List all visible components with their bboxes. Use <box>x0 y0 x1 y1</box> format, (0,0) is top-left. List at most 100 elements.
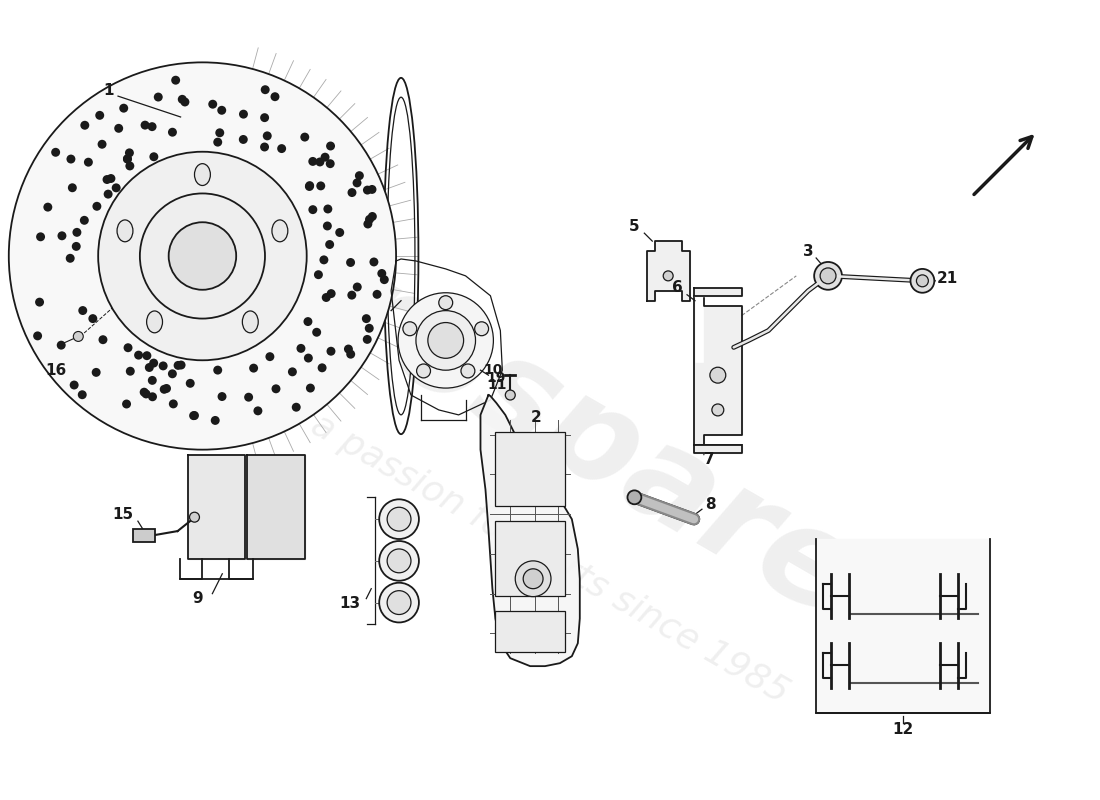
Circle shape <box>627 490 641 504</box>
Circle shape <box>304 317 312 326</box>
Circle shape <box>66 154 76 163</box>
Circle shape <box>125 162 134 170</box>
Circle shape <box>346 258 355 267</box>
Circle shape <box>140 388 148 397</box>
Circle shape <box>428 322 463 358</box>
Text: 2: 2 <box>530 410 541 426</box>
Circle shape <box>123 154 132 163</box>
Circle shape <box>379 499 419 539</box>
Circle shape <box>80 121 89 130</box>
Circle shape <box>239 135 248 144</box>
Circle shape <box>43 202 53 211</box>
Circle shape <box>98 152 307 360</box>
Circle shape <box>326 142 336 150</box>
Circle shape <box>147 122 156 131</box>
Circle shape <box>96 111 104 120</box>
Circle shape <box>74 331 84 342</box>
Text: 15: 15 <box>112 506 133 522</box>
Circle shape <box>355 171 364 180</box>
Circle shape <box>80 216 89 225</box>
Circle shape <box>145 363 154 372</box>
Circle shape <box>314 270 323 279</box>
Text: 6: 6 <box>672 280 682 295</box>
Circle shape <box>363 219 372 229</box>
Circle shape <box>277 144 286 153</box>
Text: 7: 7 <box>704 452 714 467</box>
Circle shape <box>218 392 227 401</box>
Circle shape <box>306 383 315 393</box>
Circle shape <box>140 194 265 318</box>
Circle shape <box>305 181 315 190</box>
Circle shape <box>213 366 222 374</box>
Circle shape <box>123 343 132 352</box>
Circle shape <box>403 322 417 336</box>
Circle shape <box>373 290 382 299</box>
Circle shape <box>57 231 66 240</box>
Circle shape <box>180 98 189 106</box>
Circle shape <box>308 205 317 214</box>
Circle shape <box>168 370 177 378</box>
Circle shape <box>78 390 87 399</box>
Circle shape <box>112 183 121 192</box>
Circle shape <box>272 384 280 394</box>
Circle shape <box>69 381 78 390</box>
Circle shape <box>710 367 726 383</box>
Circle shape <box>387 590 411 614</box>
Circle shape <box>505 390 515 400</box>
Polygon shape <box>481 395 580 666</box>
Circle shape <box>348 188 356 197</box>
Circle shape <box>271 92 279 101</box>
Circle shape <box>57 341 66 350</box>
Circle shape <box>365 324 374 333</box>
Text: 10: 10 <box>484 363 503 378</box>
Circle shape <box>318 363 327 372</box>
Circle shape <box>123 154 132 163</box>
Circle shape <box>370 258 378 266</box>
Circle shape <box>208 100 217 109</box>
Circle shape <box>147 376 157 385</box>
Circle shape <box>134 350 143 360</box>
Circle shape <box>99 335 108 344</box>
Circle shape <box>916 275 928 286</box>
Circle shape <box>379 275 388 284</box>
Circle shape <box>814 262 842 290</box>
Circle shape <box>102 175 111 184</box>
Circle shape <box>162 384 170 393</box>
Circle shape <box>168 399 178 408</box>
Circle shape <box>377 269 386 278</box>
Circle shape <box>515 561 551 597</box>
Circle shape <box>365 215 374 224</box>
Circle shape <box>317 182 326 190</box>
Circle shape <box>33 331 42 340</box>
Circle shape <box>379 541 419 581</box>
Circle shape <box>52 148 60 157</box>
Text: 5: 5 <box>629 218 640 234</box>
Circle shape <box>174 361 183 370</box>
Circle shape <box>344 345 353 354</box>
Circle shape <box>353 282 362 291</box>
Ellipse shape <box>146 311 163 333</box>
Circle shape <box>367 185 376 194</box>
Circle shape <box>88 314 97 323</box>
Ellipse shape <box>195 164 210 186</box>
Circle shape <box>821 268 836 284</box>
Circle shape <box>319 255 329 264</box>
Circle shape <box>363 186 372 194</box>
Bar <box>133 529 155 542</box>
Circle shape <box>367 212 377 221</box>
Text: a passion for parts since 1985: a passion for parts since 1985 <box>305 408 795 710</box>
Circle shape <box>475 322 488 336</box>
Circle shape <box>305 182 314 191</box>
Circle shape <box>323 205 332 214</box>
Text: 16: 16 <box>45 362 66 378</box>
Text: 8: 8 <box>705 497 716 512</box>
Ellipse shape <box>242 311 258 333</box>
Circle shape <box>712 404 724 416</box>
Circle shape <box>663 271 673 281</box>
Circle shape <box>363 335 372 344</box>
Bar <box>495 432 565 506</box>
Circle shape <box>417 364 430 378</box>
Circle shape <box>91 368 100 377</box>
Circle shape <box>320 153 330 162</box>
Circle shape <box>348 290 356 300</box>
